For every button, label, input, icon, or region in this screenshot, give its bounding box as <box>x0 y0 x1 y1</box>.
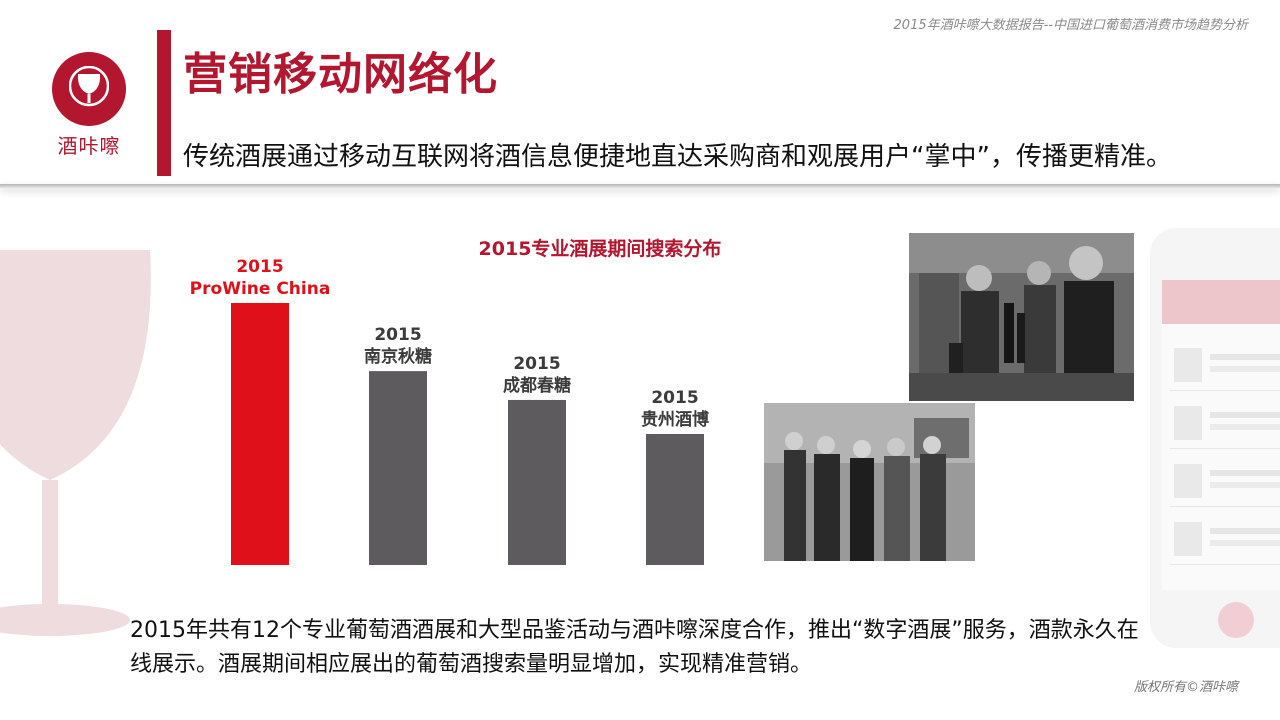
logo-text: 酒咔嚓 <box>57 134 121 158</box>
exhibition-photo-tasting <box>909 233 1134 401</box>
report-title: 2015年酒咔嚓大数据报告--中国进口葡萄酒消费市场趋势分析 <box>893 18 1248 33</box>
page-title: 营销移动网络化 <box>183 49 498 100</box>
bar-1 <box>369 371 427 565</box>
bar-3 <box>646 434 704 565</box>
wine-glass-background-icon <box>0 250 151 636</box>
bar-label-name-2: 成都春糖 <box>503 375 571 396</box>
bar-label-year-3: 2015 <box>651 388 698 408</box>
bar-label-year-0: 2015 <box>236 257 283 277</box>
bar-label-year-2: 2015 <box>513 354 560 374</box>
bar-label-name-0: ProWine China <box>190 279 331 299</box>
brand-logo: 酒咔嚓 <box>50 52 128 159</box>
page-subtitle: 传统酒展通过移动互联网将酒信息便捷地直达采购商和观展用户“掌中”，传播更精准。 <box>183 142 1172 172</box>
bar-0 <box>231 303 289 565</box>
bar-2 <box>508 399 566 565</box>
title-accent-bar <box>157 30 171 176</box>
bar-label-name-1: 南京秋糖 <box>364 346 432 367</box>
phone-background-image <box>1150 228 1280 648</box>
bar-label-year-1: 2015 <box>374 325 421 345</box>
summary-text: 2015年共有12个专业葡萄酒酒展和大型品鉴活动与酒咔嚓深度合作，推出“数字酒展… <box>130 618 1139 677</box>
header-divider <box>0 184 1280 188</box>
copyright-text: 版权所有©酒咔嚓 <box>1133 680 1238 695</box>
exhibition-photo-group <box>764 403 975 561</box>
wine-glass-logo-icon <box>52 52 126 126</box>
bar-label-name-3: 贵州酒博 <box>641 409 709 430</box>
chart-title: 2015专业酒展期间搜索分布 <box>479 237 722 260</box>
